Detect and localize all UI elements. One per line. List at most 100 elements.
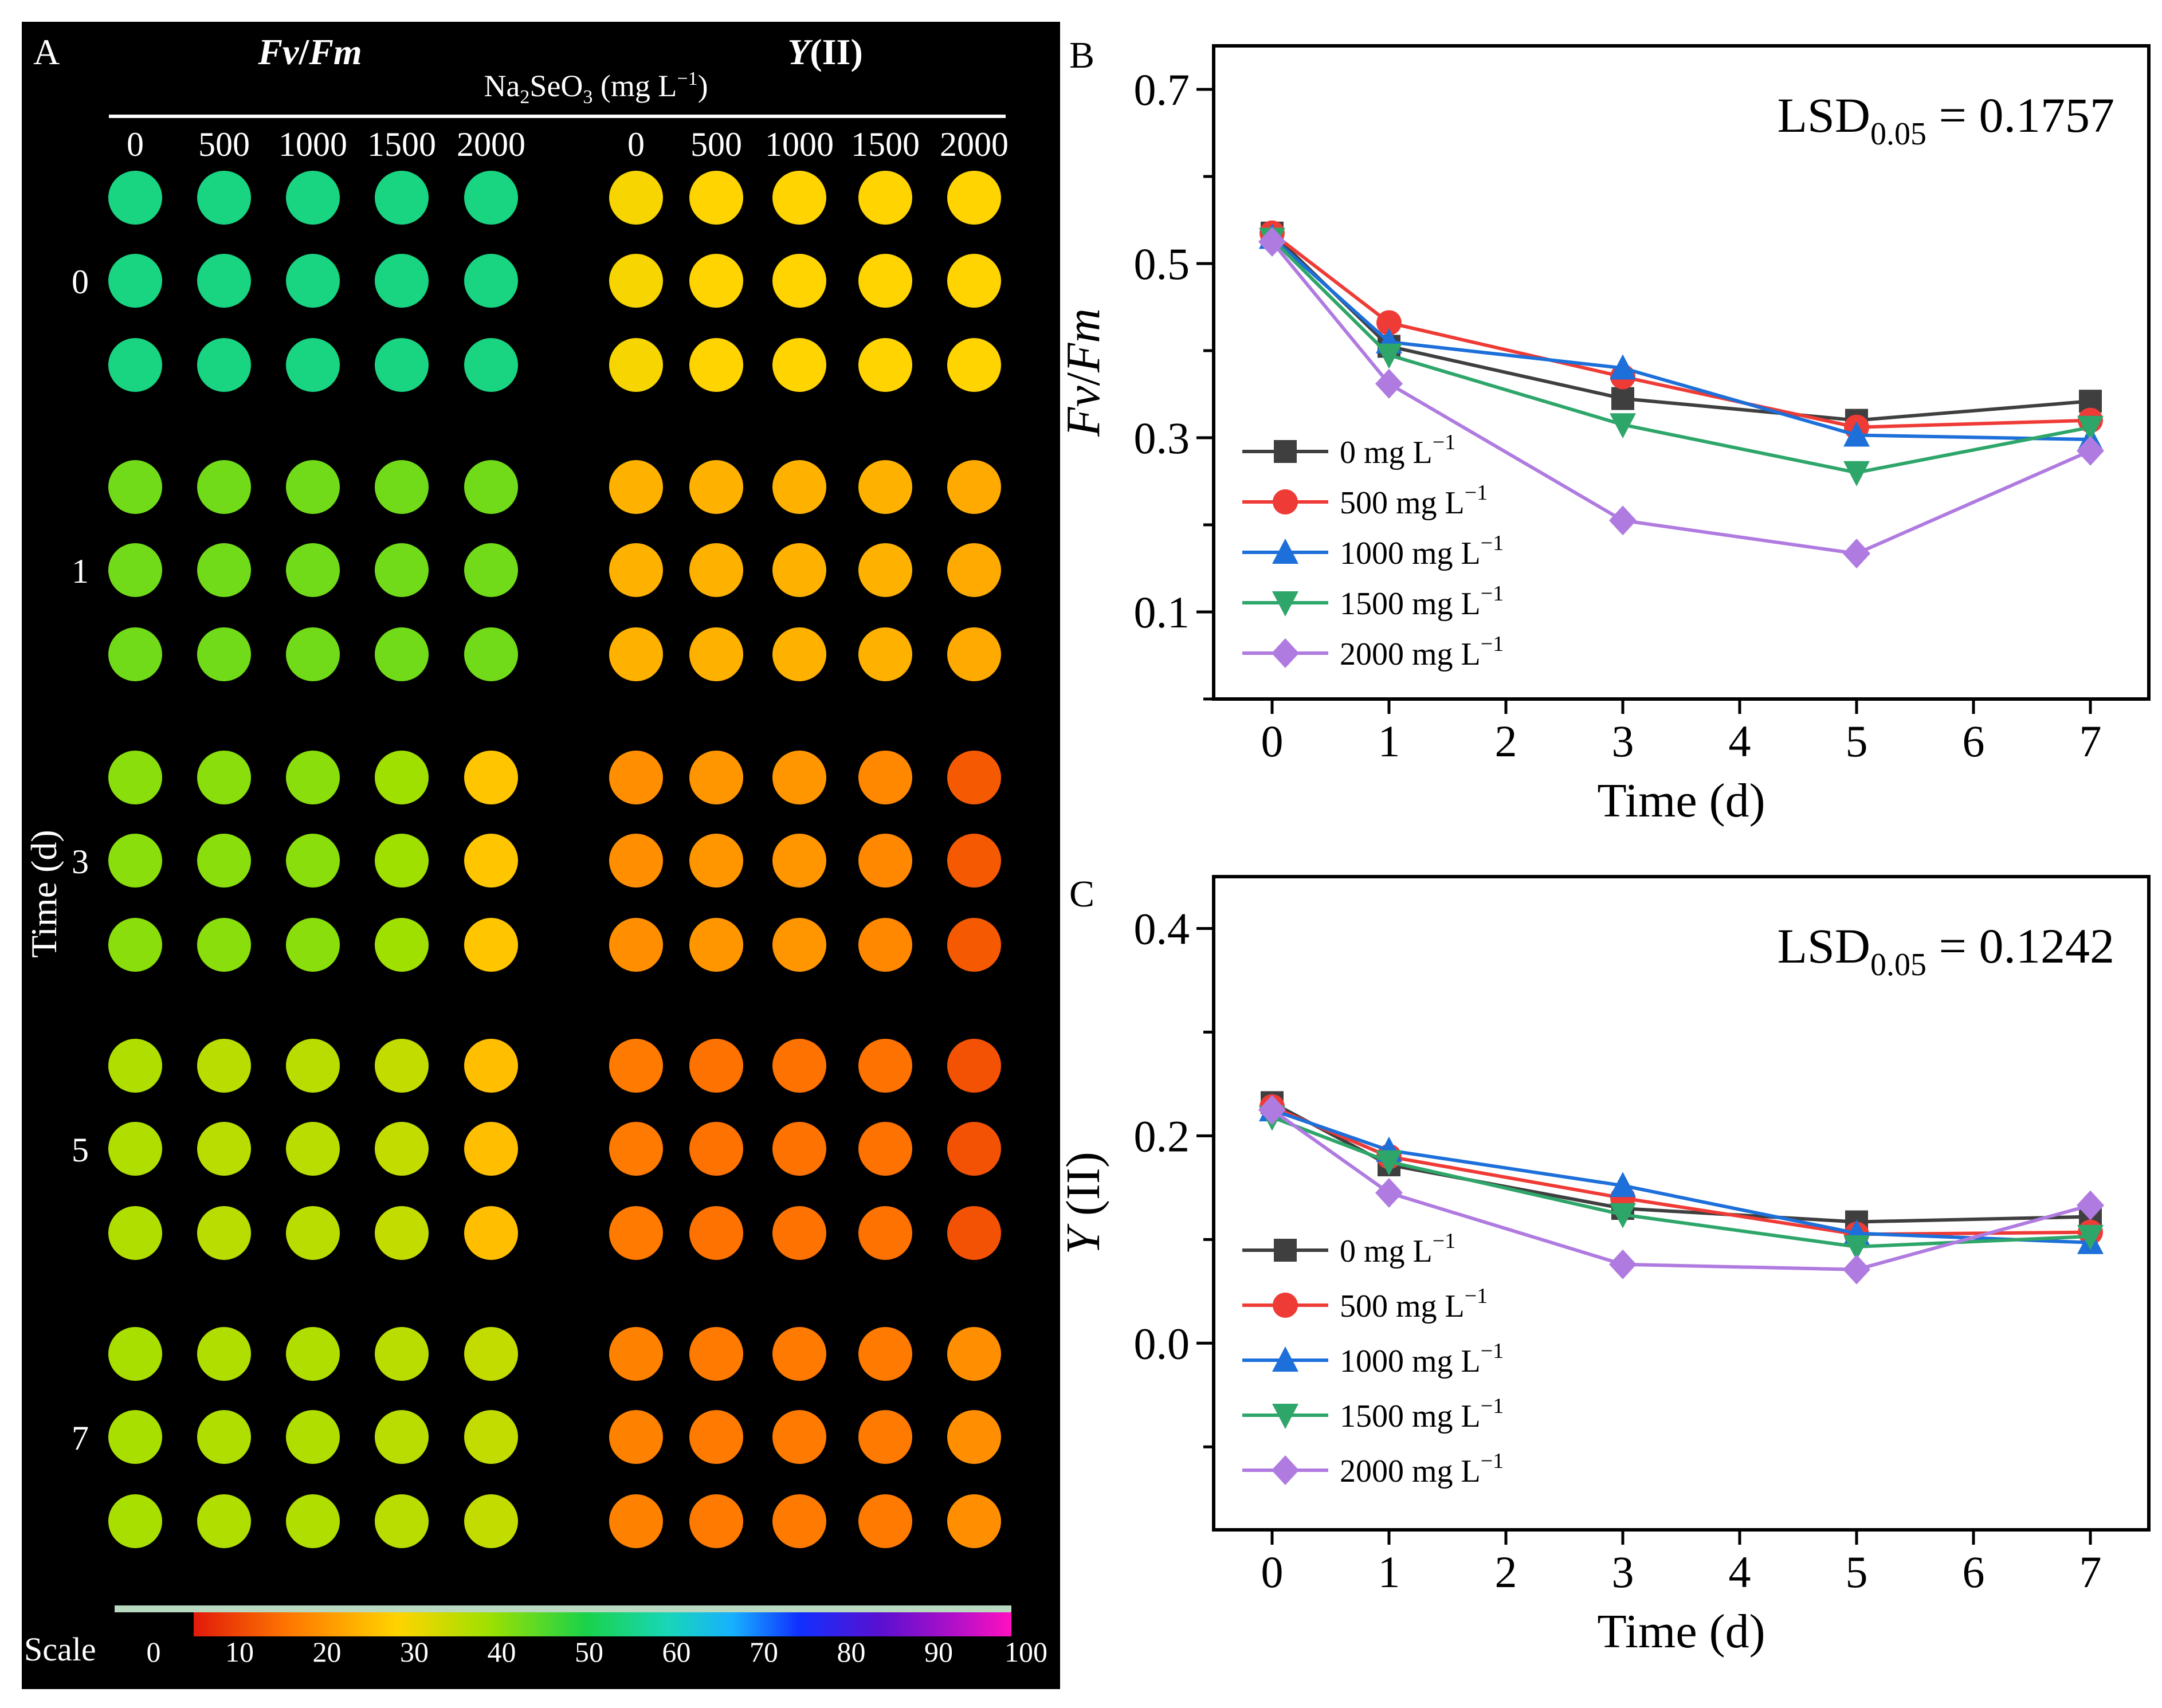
fvfm-leaf-disc — [286, 543, 340, 597]
y-ii-leaf-disc — [772, 918, 826, 972]
panel-c-letter: C — [1069, 873, 1094, 915]
y-ii-leaf-disc — [858, 627, 912, 681]
y-ii-leaf-disc — [609, 751, 663, 804]
fvfm-leaf-disc — [108, 1410, 162, 1464]
y-ii-leaf-disc — [772, 751, 826, 804]
y-ii-leaf-disc — [689, 918, 743, 972]
y-ii-leaf-disc — [772, 1494, 826, 1548]
y-ii-leaf-disc — [947, 834, 1001, 888]
y-ii-leaf-disc — [609, 460, 663, 514]
scale-tick-label: 0 — [147, 1636, 161, 1668]
y-ii-leaf-disc — [947, 918, 1001, 972]
fvfm-leaf-disc — [197, 254, 251, 308]
y-ii-leaf-disc — [772, 1327, 826, 1381]
scale-tick-label: 20 — [313, 1636, 342, 1668]
legend-label: 0 mg L−1 — [1340, 430, 1455, 470]
fvfm-leaf-disc — [464, 171, 518, 225]
fvfm-leaf-disc — [108, 1494, 162, 1548]
data-point — [2077, 1224, 2104, 1250]
y-ii-concentration-label: 500 — [690, 125, 742, 163]
fvfm-leaf-disc — [464, 1039, 518, 1093]
x-tick-label: 5 — [1846, 1547, 1868, 1597]
x-tick-label: 0 — [1261, 716, 1284, 766]
fvfm-leaf-disc — [464, 1206, 518, 1260]
fvfm-leaf-disc — [375, 254, 429, 308]
x-tick-label: 4 — [1729, 1547, 1751, 1597]
x-tick-label: 6 — [1963, 716, 1985, 766]
fvfm-leaf-disc — [464, 1494, 518, 1548]
lsd-annotation: LSD0.05 = 0.1757 — [1778, 88, 2114, 152]
y-ii-leaf-disc — [947, 171, 1001, 225]
scale-tick-label: 40 — [488, 1636, 516, 1668]
y-ii-leaf-disc — [858, 338, 912, 392]
y-ii-leaf-disc — [689, 1494, 743, 1548]
fvfm-leaf-disc — [197, 918, 251, 972]
data-point — [1610, 1203, 1636, 1228]
fvfm-leaf-disc — [375, 460, 429, 514]
fvfm-leaf-disc — [286, 254, 340, 308]
data-point — [1258, 1095, 1286, 1125]
y-axis-label: Fv/Fm — [1057, 308, 1110, 437]
scale-tick-label: 90 — [924, 1636, 953, 1668]
fvfm-concentration-label: 1000 — [278, 125, 347, 163]
legend-label: 0 mg L−1 — [1340, 1229, 1455, 1269]
fvfm-concentration-label: 0 — [127, 125, 144, 163]
y-ii-leaf-disc — [689, 1122, 743, 1176]
y-ii-leaf-disc — [689, 254, 743, 308]
data-point — [2077, 415, 2104, 441]
y-tick-label: 0.4 — [1134, 904, 1190, 953]
fvfm-leaf-disc — [108, 751, 162, 804]
fvfm-leaf-disc — [464, 543, 518, 597]
legend-marker — [1272, 638, 1299, 668]
y-ii-leaf-disc — [609, 171, 663, 225]
fvfm-leaf-disc — [286, 918, 340, 972]
time-label: 3 — [72, 843, 89, 881]
y-ii-leaf-disc — [858, 1327, 912, 1381]
fvfm-leaf-disc — [375, 1039, 429, 1093]
fvfm-concentration-label: 500 — [198, 125, 250, 163]
fvfm-leaf-disc — [197, 543, 251, 597]
fvfm-leaf-disc — [108, 1122, 162, 1176]
y-ii-leaf-disc — [947, 338, 1001, 392]
legend-label: 2000 mg L−1 — [1340, 632, 1504, 672]
fvfm-leaf-disc — [197, 1327, 251, 1381]
fvfm-leaf-disc — [286, 1410, 340, 1464]
legend-marker — [1272, 1404, 1298, 1429]
y-ii-leaf-disc — [858, 1206, 912, 1260]
legend-label: 2000 mg L−1 — [1340, 1449, 1504, 1489]
fvfm-leaf-disc — [375, 543, 429, 597]
time-label: 1 — [72, 552, 89, 590]
fvfm-leaf-disc — [197, 171, 251, 225]
scale-tick-label: 70 — [750, 1636, 778, 1668]
y-ii-leaf-disc — [609, 254, 663, 308]
x-tick-label: 6 — [1963, 1547, 1985, 1597]
legend-marker — [1273, 1293, 1298, 1318]
fvfm-leaf-disc — [108, 1206, 162, 1260]
data-point — [1610, 1172, 1636, 1197]
y-ii-leaf-disc — [689, 171, 743, 225]
x-tick-label: 7 — [2079, 1547, 2102, 1597]
y-ii-leaf-disc — [772, 254, 826, 308]
legend-marker — [1272, 1346, 1298, 1372]
fvfm-leaf-disc — [375, 1494, 429, 1548]
x-tick-label: 0 — [1261, 1547, 1284, 1597]
fvfm-leaf-disc — [464, 918, 518, 972]
y-ii-leaf-disc — [772, 460, 826, 514]
x-tick-label: 4 — [1729, 716, 1751, 766]
y-tick-label: 0.5 — [1134, 239, 1190, 289]
y-ii-leaf-disc — [772, 1039, 826, 1093]
fvfm-leaf-disc — [375, 918, 429, 972]
panel-a: A Fv/Fm Y(II) Na2SeO3 (mg L−1) 0 500 1000 1… — [22, 22, 1060, 1689]
data-point — [1611, 387, 1634, 410]
fvfm-leaf-disc — [197, 1206, 251, 1260]
x-tick-label: 3 — [1612, 1547, 1634, 1597]
fvfm-heading: Fv/Fm — [257, 32, 362, 72]
y-ii-leaf-disc — [609, 338, 663, 392]
scale-tick-labels: 0 10 20 30 40 50 60 70 80 90 100 — [147, 1636, 1048, 1668]
y-ii-leaf-disc — [609, 1039, 663, 1093]
y-tick-label: 0.3 — [1134, 413, 1190, 463]
fvfm-leaf-disc — [197, 834, 251, 888]
fvfm-leaf-disc — [108, 627, 162, 681]
y-ii-leaf-disc — [689, 834, 743, 888]
